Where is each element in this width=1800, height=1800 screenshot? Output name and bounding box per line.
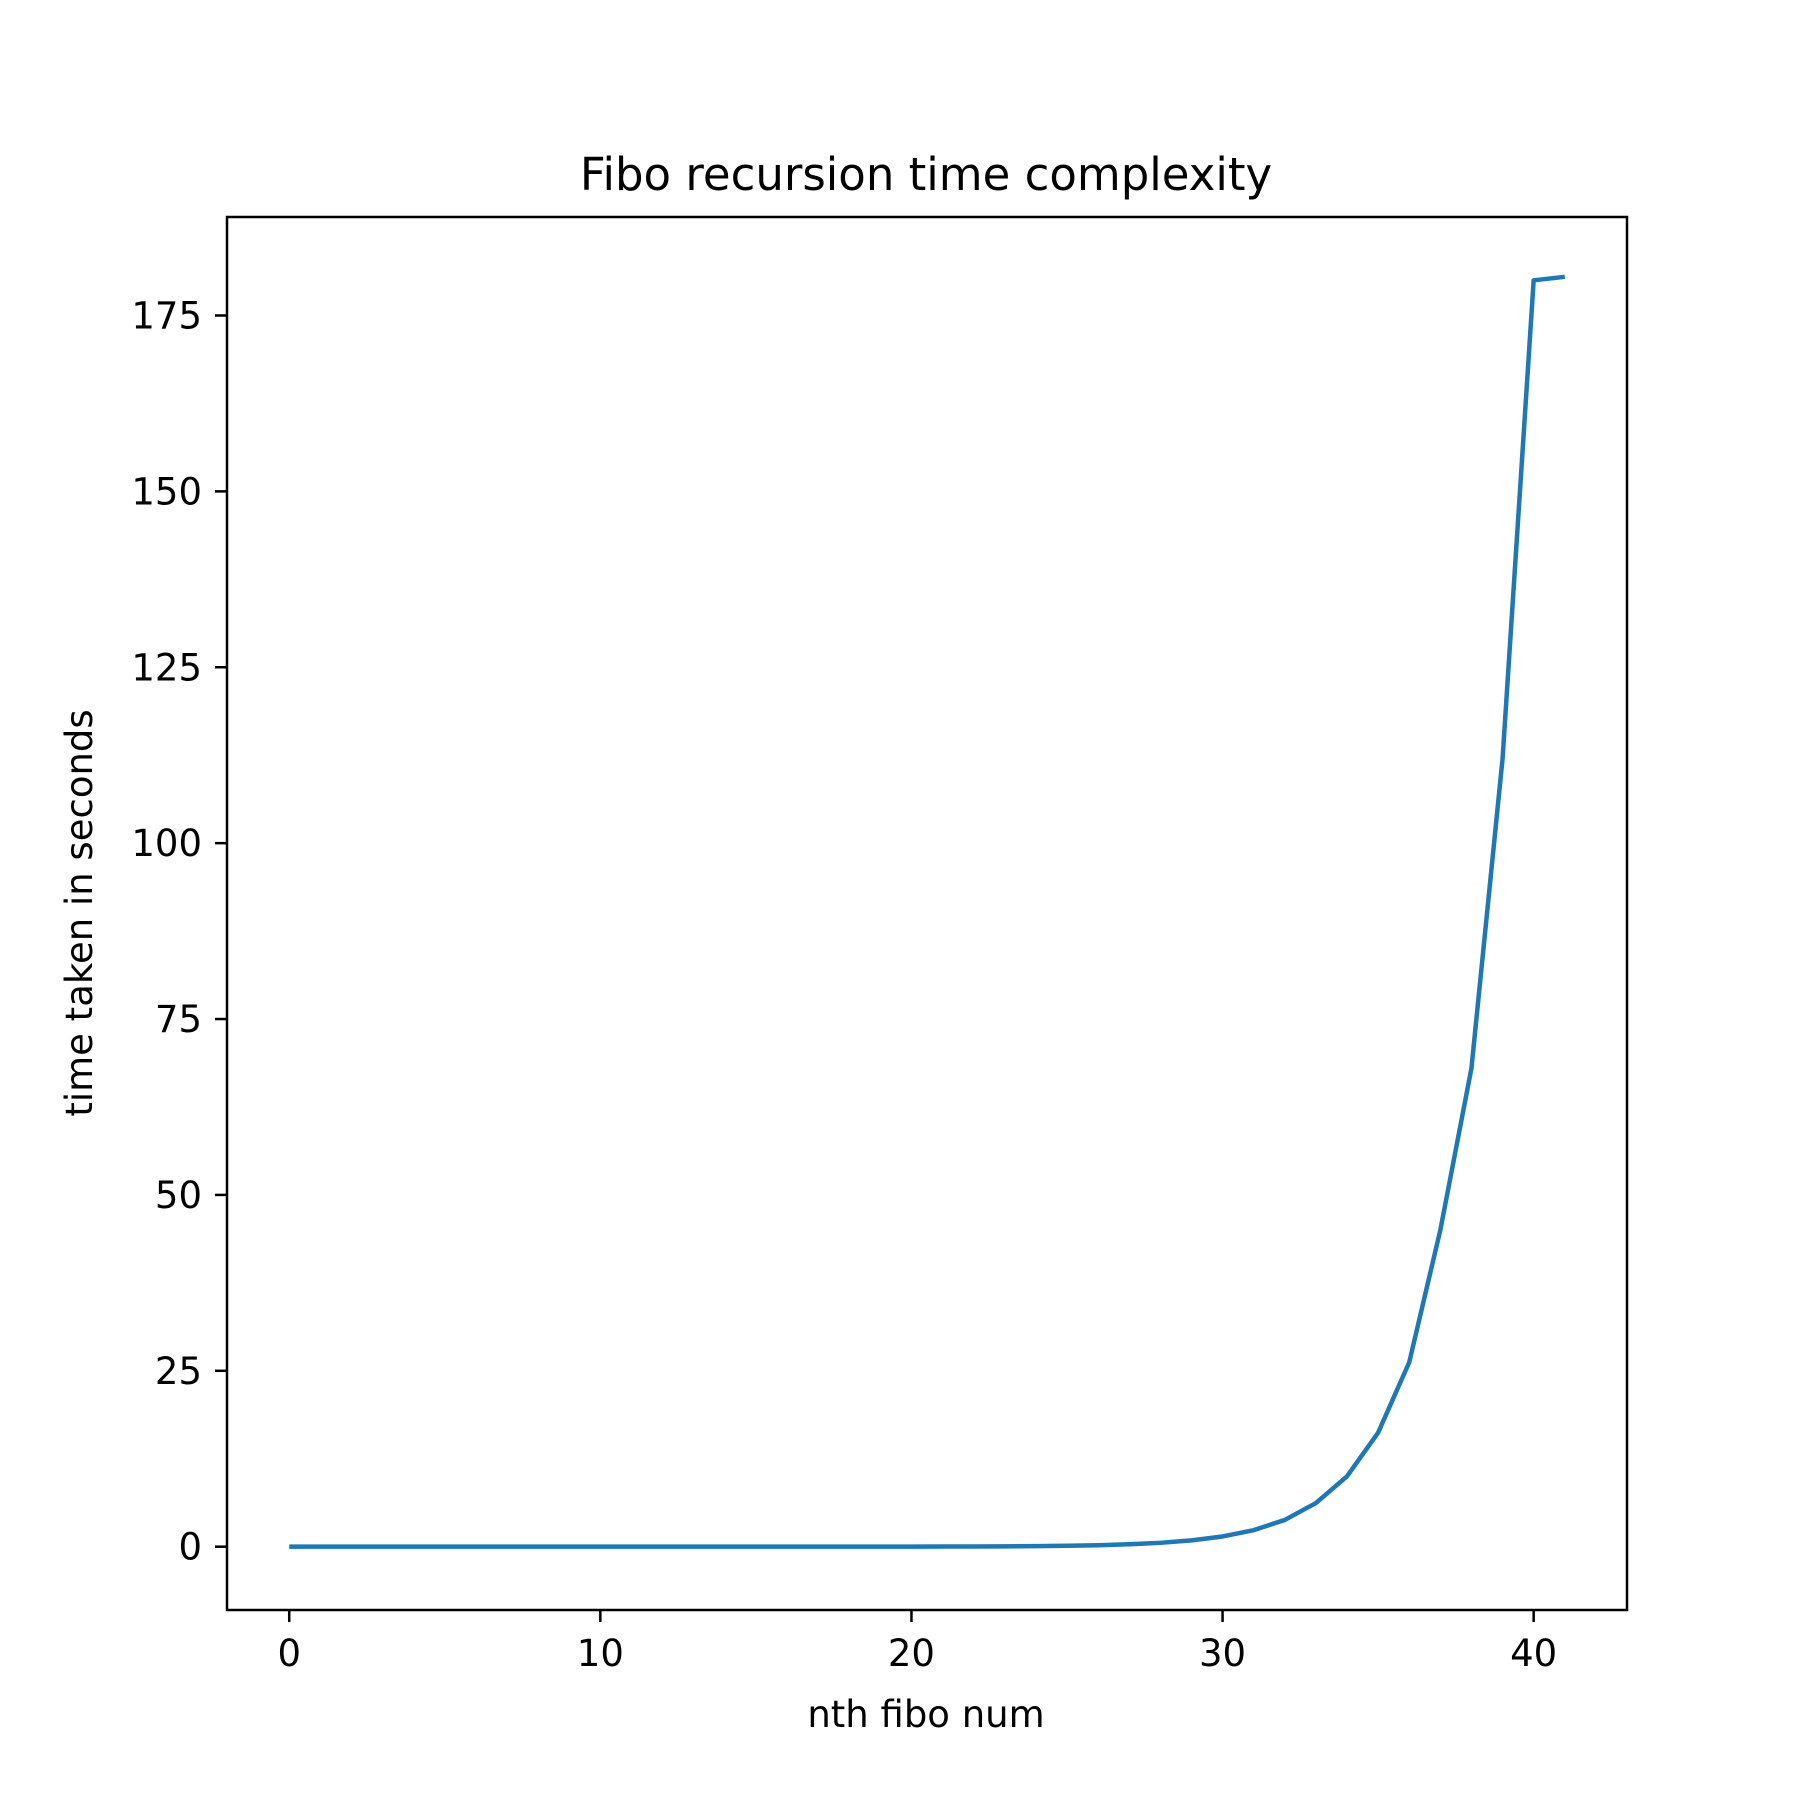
x-tick-label: 40 — [1510, 1632, 1557, 1675]
y-tick-label: 0 — [178, 1526, 202, 1569]
x-axis-label: nth fibo num — [807, 1693, 1044, 1736]
plot-area — [225, 215, 1629, 1612]
series-layer — [289, 274, 1566, 1549]
y-axis: 0 25 50 75 100 125 150 175 — [131, 294, 227, 1569]
y-tick-label: 150 — [131, 470, 202, 513]
y-tick-label: 75 — [155, 998, 202, 1041]
y-axis-label: time taken in seconds — [58, 709, 101, 1116]
series-line-0 — [289, 274, 1566, 1549]
y-tick-label: 125 — [131, 646, 202, 689]
x-tick-label: 30 — [1199, 1632, 1246, 1675]
axes-frame — [225, 215, 1629, 1612]
chart-title: Fibo recursion time complexity — [580, 148, 1272, 201]
y-tick-label: 100 — [131, 822, 202, 865]
x-tick-label: 0 — [277, 1632, 301, 1675]
y-tick-label: 25 — [155, 1350, 202, 1393]
x-tick-label: 10 — [577, 1632, 624, 1675]
x-axis: 0 10 20 30 40 — [277, 1610, 1557, 1675]
y-tick-label: 50 — [155, 1174, 202, 1217]
y-tick-label: 175 — [131, 294, 202, 337]
x-tick-label: 20 — [888, 1632, 935, 1675]
